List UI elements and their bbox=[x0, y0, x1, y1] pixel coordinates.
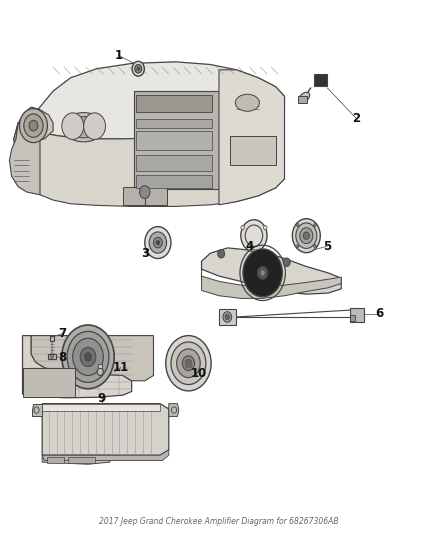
Text: 9: 9 bbox=[98, 392, 106, 405]
Polygon shape bbox=[201, 269, 341, 298]
Polygon shape bbox=[14, 62, 285, 160]
Circle shape bbox=[137, 67, 140, 70]
Bar bbox=[48, 354, 56, 359]
Circle shape bbox=[296, 223, 317, 248]
Circle shape bbox=[218, 249, 225, 258]
Circle shape bbox=[303, 232, 309, 239]
Bar bbox=[46, 457, 64, 463]
Bar bbox=[136, 174, 212, 188]
Circle shape bbox=[241, 225, 244, 230]
Bar bbox=[350, 316, 355, 321]
Circle shape bbox=[135, 64, 142, 73]
Circle shape bbox=[258, 266, 268, 279]
Circle shape bbox=[264, 225, 267, 230]
Polygon shape bbox=[32, 403, 42, 416]
Circle shape bbox=[243, 249, 283, 297]
Polygon shape bbox=[134, 91, 219, 189]
Circle shape bbox=[177, 349, 200, 377]
Circle shape bbox=[84, 113, 106, 140]
Bar bbox=[314, 74, 327, 86]
Circle shape bbox=[24, 114, 43, 138]
Circle shape bbox=[149, 232, 166, 253]
Polygon shape bbox=[16, 107, 53, 142]
Bar bbox=[230, 136, 276, 165]
Circle shape bbox=[156, 240, 159, 245]
Text: 2017 Jeep Grand Cherokee Amplifier Diagram for 68267306AB: 2017 Jeep Grand Cherokee Amplifier Diagr… bbox=[99, 517, 339, 526]
Polygon shape bbox=[201, 248, 341, 294]
Bar bbox=[99, 365, 102, 368]
Circle shape bbox=[62, 325, 114, 389]
Circle shape bbox=[85, 353, 92, 361]
Bar bbox=[298, 96, 307, 103]
Bar bbox=[136, 155, 212, 171]
Text: 10: 10 bbox=[191, 367, 207, 381]
Bar bbox=[185, 360, 191, 367]
Bar bbox=[136, 95, 212, 112]
Polygon shape bbox=[22, 336, 132, 398]
Circle shape bbox=[145, 227, 171, 259]
Ellipse shape bbox=[67, 117, 100, 138]
Polygon shape bbox=[31, 336, 153, 381]
Circle shape bbox=[171, 407, 177, 413]
Circle shape bbox=[283, 258, 290, 266]
Polygon shape bbox=[219, 70, 285, 205]
Circle shape bbox=[297, 223, 299, 227]
Polygon shape bbox=[42, 450, 169, 461]
Text: 1: 1 bbox=[114, 49, 123, 62]
Polygon shape bbox=[14, 107, 285, 206]
Circle shape bbox=[225, 314, 230, 320]
Ellipse shape bbox=[299, 92, 310, 103]
Circle shape bbox=[260, 270, 265, 276]
Circle shape bbox=[97, 368, 103, 375]
Bar bbox=[219, 309, 236, 325]
Circle shape bbox=[314, 245, 316, 248]
Circle shape bbox=[34, 407, 39, 413]
Circle shape bbox=[300, 228, 313, 244]
Circle shape bbox=[182, 356, 194, 370]
Circle shape bbox=[29, 120, 38, 131]
Text: 7: 7 bbox=[59, 327, 67, 340]
Circle shape bbox=[80, 348, 96, 367]
Text: 5: 5 bbox=[323, 240, 332, 253]
Ellipse shape bbox=[235, 94, 259, 111]
Polygon shape bbox=[123, 187, 166, 205]
Circle shape bbox=[252, 249, 256, 254]
Bar bbox=[42, 403, 160, 411]
Circle shape bbox=[19, 109, 47, 143]
Polygon shape bbox=[169, 403, 179, 416]
Bar bbox=[22, 368, 75, 397]
Bar bbox=[49, 336, 54, 341]
Circle shape bbox=[185, 360, 191, 367]
Polygon shape bbox=[42, 403, 169, 455]
Bar bbox=[350, 309, 364, 322]
Circle shape bbox=[73, 338, 103, 375]
Polygon shape bbox=[10, 123, 40, 195]
Text: 11: 11 bbox=[113, 361, 129, 374]
Text: 4: 4 bbox=[245, 240, 254, 253]
Circle shape bbox=[223, 312, 232, 322]
Text: 3: 3 bbox=[141, 247, 150, 260]
Circle shape bbox=[171, 342, 206, 384]
Ellipse shape bbox=[63, 112, 104, 142]
Bar bbox=[68, 457, 95, 463]
Bar bbox=[136, 131, 212, 150]
Circle shape bbox=[292, 219, 320, 253]
Bar bbox=[136, 119, 212, 128]
Circle shape bbox=[166, 336, 211, 391]
Circle shape bbox=[153, 237, 162, 248]
Circle shape bbox=[297, 245, 299, 248]
Polygon shape bbox=[42, 455, 110, 464]
Circle shape bbox=[140, 185, 150, 198]
Circle shape bbox=[67, 332, 109, 382]
Text: 8: 8 bbox=[59, 351, 67, 364]
Circle shape bbox=[314, 223, 316, 227]
Text: 2: 2 bbox=[353, 112, 360, 125]
Circle shape bbox=[132, 61, 145, 76]
Circle shape bbox=[62, 113, 84, 140]
Text: 6: 6 bbox=[375, 308, 383, 320]
Circle shape bbox=[241, 220, 267, 252]
Circle shape bbox=[50, 354, 53, 359]
